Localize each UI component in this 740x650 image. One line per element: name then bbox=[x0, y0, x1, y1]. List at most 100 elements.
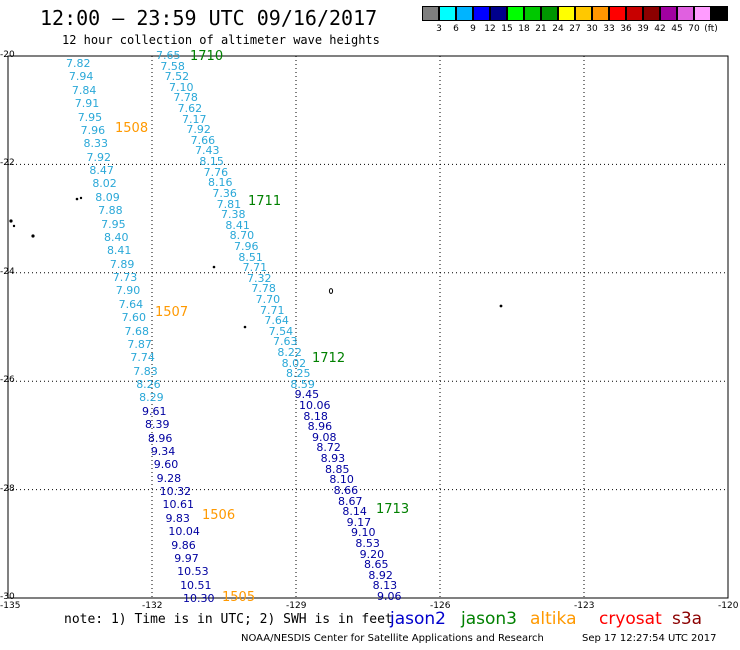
wave-height-value: 7.82 bbox=[66, 57, 91, 70]
longitude-label: -135 bbox=[0, 601, 21, 611]
wave-height-value: 7.43 bbox=[195, 144, 220, 158]
color-tick-label: 30 bbox=[586, 24, 598, 34]
wave-height-value: 8.41 bbox=[225, 218, 250, 232]
latitude-label: -20 bbox=[0, 50, 15, 60]
map-subtitle: 12 hour collection of altimeter wave hei… bbox=[62, 33, 380, 47]
wave-height-value: 8.53 bbox=[355, 536, 380, 550]
pass-time-label: 1712 bbox=[312, 351, 346, 366]
wave-height-value: 9.60 bbox=[153, 458, 179, 472]
wave-height-value: 9.17 bbox=[346, 515, 372, 529]
wave-height-value: 8.65 bbox=[364, 558, 389, 572]
wave-height-value: 7.78 bbox=[173, 91, 198, 105]
wave-height-value: 8.59 bbox=[290, 377, 315, 391]
color-tick-label: 70 bbox=[688, 24, 700, 34]
map-title: 12:00 – 23:59 UTC 09/16/2017 bbox=[40, 6, 378, 30]
wave-height-value: 7.78 bbox=[251, 282, 276, 296]
longitude-label: -132 bbox=[142, 601, 163, 611]
wave-height-value: 7.96 bbox=[234, 239, 259, 253]
wave-height-value: 7.32 bbox=[247, 271, 272, 285]
wave-height-value: 7.71 bbox=[242, 261, 268, 275]
wave-height-value: 7.87 bbox=[127, 337, 152, 351]
wave-height-value: 10.04 bbox=[168, 525, 200, 539]
legend-cryosat: cryosat bbox=[599, 609, 662, 629]
legend-s3a: s3a bbox=[672, 609, 703, 629]
wave-height-value: 8.66 bbox=[333, 483, 359, 497]
wave-height-value: 7.94 bbox=[68, 70, 94, 84]
color-swatch bbox=[558, 6, 575, 21]
footer-note: note: 1) Time is in UTC; 2) SWH is in fe… bbox=[64, 612, 393, 627]
longitude-label: -120 bbox=[718, 601, 739, 611]
wave-height-value: 7.65 bbox=[156, 49, 181, 62]
island bbox=[75, 197, 79, 201]
wave-height-value: 7.17 bbox=[182, 112, 207, 126]
color-tick-label: 45 bbox=[671, 24, 683, 34]
wave-height-value: 7.74 bbox=[130, 351, 155, 365]
color-swatch bbox=[609, 6, 626, 21]
wave-height-value: 7.10 bbox=[169, 80, 194, 94]
wave-height-value: 8.72 bbox=[316, 441, 341, 455]
wave-height-value: 7.71 bbox=[260, 303, 285, 317]
credit-line: NOAA/NESDIS Center for Satellite Applica… bbox=[241, 633, 544, 644]
island bbox=[12, 224, 16, 228]
latitude-label: -28 bbox=[0, 483, 15, 494]
wave-height-value: 7.64 bbox=[264, 314, 289, 328]
wave-height-value: 9.61 bbox=[142, 404, 167, 418]
wave-height-value: 7.81 bbox=[216, 197, 242, 211]
wave-height-value: 9.28 bbox=[156, 471, 182, 485]
color-tick-label: 27 bbox=[569, 24, 581, 34]
wave-height-value: 9.45 bbox=[294, 388, 320, 402]
wave-height-value: 8.16 bbox=[208, 176, 233, 190]
wave-height-value: 8.25 bbox=[286, 367, 311, 381]
wave-height-value: 8.18 bbox=[303, 409, 328, 423]
color-swatch bbox=[541, 6, 558, 21]
color-tick-label: 24 bbox=[552, 24, 564, 34]
wave-height-value: 9.86 bbox=[171, 538, 196, 552]
color-tick-label: 6 bbox=[453, 24, 459, 34]
color-tick-label: 15 bbox=[501, 24, 513, 34]
wave-height-value: 7.68 bbox=[124, 324, 150, 338]
longitude-label: -126 bbox=[430, 601, 451, 611]
wave-height-value: 9.34 bbox=[150, 444, 176, 458]
color-tick-label: 12 bbox=[484, 24, 496, 34]
wave-height-value: 8.96 bbox=[307, 420, 333, 434]
wave-height-value: 9.06 bbox=[377, 590, 402, 603]
color-swatch bbox=[490, 6, 507, 21]
wave-height-value: 7.38 bbox=[221, 208, 246, 222]
latitude-label: -30 bbox=[0, 592, 15, 602]
color-swatch bbox=[643, 6, 660, 21]
wave-height-value: 9.97 bbox=[174, 551, 199, 565]
color-swatch bbox=[626, 6, 643, 21]
color-swatch bbox=[439, 6, 456, 21]
wave-height-value: 9.08 bbox=[312, 430, 337, 444]
island bbox=[212, 265, 216, 269]
pass-time-label: 1710 bbox=[190, 49, 224, 64]
color-tick-label: 33 bbox=[603, 24, 615, 34]
pass-time-label: 1713 bbox=[376, 502, 410, 517]
color-swatch bbox=[456, 6, 473, 21]
color-tick-label: 21 bbox=[535, 24, 547, 34]
color-tick-label: 42 bbox=[654, 24, 666, 34]
island bbox=[243, 325, 247, 329]
color-swatch bbox=[473, 6, 490, 21]
wave-height-value: 8.14 bbox=[342, 505, 367, 519]
wave-height-value: 7.84 bbox=[71, 83, 97, 97]
pass-time-label: 1508 bbox=[115, 121, 149, 136]
wave-height-value: 8.96 bbox=[147, 431, 173, 445]
pass-time-label: 1711 bbox=[248, 194, 282, 209]
wave-height-value: 7.90 bbox=[115, 284, 141, 298]
wave-height-value: 10.51 bbox=[180, 578, 212, 592]
wave-height-value: 7.92 bbox=[86, 150, 111, 164]
latitude-label: -26 bbox=[0, 375, 15, 386]
legend-jason3: jason3 bbox=[461, 609, 517, 629]
pass-time-label: 1505 bbox=[222, 590, 256, 605]
wave-height-value: 8.13 bbox=[372, 579, 398, 593]
color-tick-label: 3 bbox=[436, 24, 442, 34]
wave-height-value: 8.33 bbox=[83, 137, 109, 151]
wave-height-value: 8.70 bbox=[229, 229, 255, 243]
color-swatch bbox=[422, 6, 439, 21]
legend-altika: altika bbox=[530, 609, 577, 629]
legend-jason2: jason2 bbox=[390, 609, 446, 629]
wave-height-value: 7.62 bbox=[177, 102, 203, 116]
color-swatch bbox=[592, 6, 609, 21]
color-swatch bbox=[507, 6, 524, 21]
